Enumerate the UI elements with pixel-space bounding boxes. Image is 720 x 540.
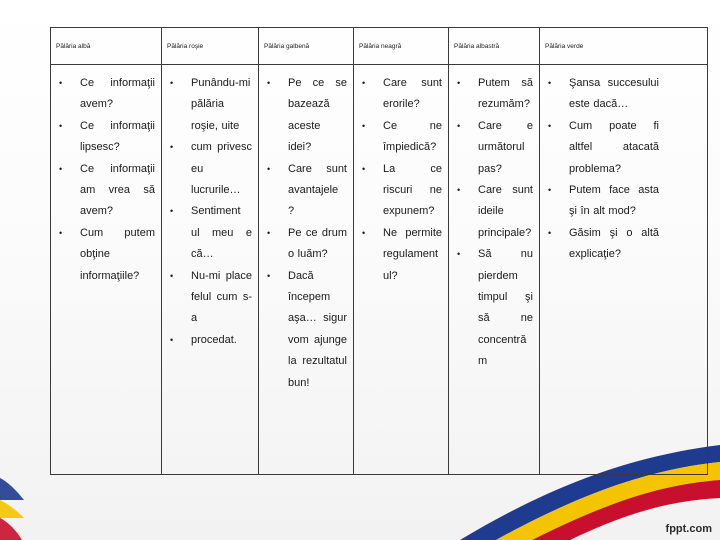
column-green-hat: Pălăria verde • Şansa succesului este dac… — [540, 28, 709, 474]
bullet-icon: • — [548, 227, 552, 238]
blue-stripe — [460, 445, 720, 540]
list-item: • Ce informaţii am vrea să avem? — [56, 159, 155, 223]
bullet-icon: • — [170, 78, 174, 88]
list-item: • Găsim şi o altă explicaţie? — [545, 223, 659, 266]
column-red-hat: Pălăria roşie • Punându-mi pălăria roşie,… — [162, 28, 259, 474]
column-header: Pălăria verde — [545, 43, 584, 50]
bullet-icon: • — [59, 78, 63, 88]
bullet-icon: • — [267, 163, 271, 174]
list-item: • Dacă începem aşa… sigur vom ajunge la r… — [264, 266, 347, 394]
bullet-icon: • — [548, 78, 552, 88]
bullet-icon: • — [457, 78, 461, 88]
bullet-icon: • — [457, 185, 461, 196]
bullet-icon: • — [362, 78, 366, 88]
column-body: • Putem să rezumăm? • Care e următorul pas… — [454, 73, 533, 373]
list-item: • Care sunt erorile? — [359, 73, 442, 116]
list-item: • Nu-mi place felul cum s-a — [167, 266, 252, 330]
list-item: • Care sunt avantajele ? — [264, 159, 347, 223]
column-header: Pălăria albastră — [454, 43, 500, 50]
bullet-icon: • — [548, 185, 552, 196]
column-body: • Ce informaţii avem? • Ce informaţii lips… — [56, 73, 155, 287]
watermark-logo: fppt.com — [665, 523, 712, 535]
column-white-hat: Pălăria albă • Ce informaţii avem? • Ce in… — [51, 28, 162, 474]
bullet-icon: • — [267, 227, 271, 238]
column-black-hat: Pălăria neagră • Care sunt erorile? • Ce n… — [354, 28, 449, 474]
list-item: • Sentiment ul meu e că… — [167, 201, 252, 265]
list-item: • Care e următorul pas? — [454, 116, 533, 180]
list-item: • procedat. — [167, 330, 252, 351]
bullet-icon: • — [170, 270, 174, 281]
list-item: • Pe ce drum o luăm? — [264, 223, 347, 266]
bullet-list: • Ce informaţii avem? • Ce informaţii lips… — [56, 73, 155, 287]
column-header: Pălăria neagră — [359, 43, 402, 50]
yellow-stripe — [496, 462, 720, 540]
bullet-list: • Punându-mi pălăria roşie, uite • cum pri… — [167, 73, 252, 351]
bullet-icon: • — [362, 163, 366, 174]
column-body: • Pe ce se bazează aceste idei? • Care sun… — [264, 73, 347, 394]
list-item: • Care sunt ideile principale? — [454, 180, 533, 244]
bullet-icon: • — [267, 270, 271, 281]
list-item: • Pe ce se bazează aceste idei? — [264, 73, 347, 159]
six-hats-table: Pălăria albă • Ce informaţii avem? • Ce in… — [50, 27, 708, 475]
bullet-icon: • — [170, 334, 174, 345]
list-item: • Ne permite regulament ul? — [359, 223, 442, 287]
list-item: • cum privesc eu lucrurile… — [167, 137, 252, 201]
list-item: • Putem să rezumăm? — [454, 73, 533, 116]
bullet-icon: • — [457, 249, 461, 260]
bullet-list: • Care sunt erorile? • Ce ne împiedică? • L… — [359, 73, 442, 287]
bullet-icon: • — [548, 120, 552, 131]
bullet-icon: • — [59, 227, 63, 238]
bullet-icon: • — [170, 206, 174, 217]
column-body: • Punându-mi pălăria roşie, uite • cum pri… — [167, 73, 252, 351]
column-header: Pălăria galbenă — [264, 43, 310, 50]
bullet-list: • Pe ce se bazează aceste idei? • Care sun… — [264, 73, 347, 394]
list-item: • Putem face asta şi în alt mod? — [545, 180, 659, 223]
column-body: • Şansa succesului este dacă… • Cum poate … — [545, 73, 659, 266]
column-yellow-hat: Pălăria galbenă • Pe ce se bazează aceste… — [259, 28, 354, 474]
blue-stripe-left — [0, 478, 24, 500]
bullet-icon: • — [362, 227, 366, 238]
red-stripe-left — [0, 518, 22, 540]
bullet-icon: • — [59, 120, 63, 131]
list-item: • Ce informaţii lipsesc? — [56, 116, 155, 159]
list-item: • Cum poate fi altfel atacată problema? — [545, 116, 659, 180]
column-blue-hat: Pălăria albastră • Putem să rezumăm? • Car… — [449, 28, 540, 474]
list-item: • Cum putem obţine informaţiile? — [56, 223, 155, 287]
bullet-icon: • — [457, 120, 461, 131]
list-item: • Punându-mi pălăria roşie, uite — [167, 73, 252, 137]
list-item: • Ce informaţii avem? — [56, 73, 155, 116]
yellow-stripe-left — [0, 500, 24, 518]
bullet-icon: • — [170, 142, 174, 153]
list-item: • Să nu pierdem timpul şi să ne concentră… — [454, 244, 533, 372]
bullet-icon: • — [59, 163, 63, 174]
bullet-icon: • — [267, 78, 271, 88]
column-header: Pălăria roşie — [167, 43, 204, 50]
bullet-list: • Putem să rezumăm? • Care e următorul pas… — [454, 73, 533, 373]
bullet-list: • Şansa succesului este dacă… • Cum poate … — [545, 73, 659, 266]
column-body: • Care sunt erorile? • Ce ne împiedică? • L… — [359, 73, 442, 287]
bullet-icon: • — [362, 120, 366, 131]
column-header: Pălăria albă — [56, 43, 91, 50]
red-stripe — [532, 480, 720, 540]
list-item: • La ce riscuri ne expunem? — [359, 159, 442, 223]
list-item: • Ce ne împiedică? — [359, 116, 442, 159]
list-item: • Şansa succesului este dacă… — [545, 73, 659, 116]
header-row — [51, 28, 707, 65]
